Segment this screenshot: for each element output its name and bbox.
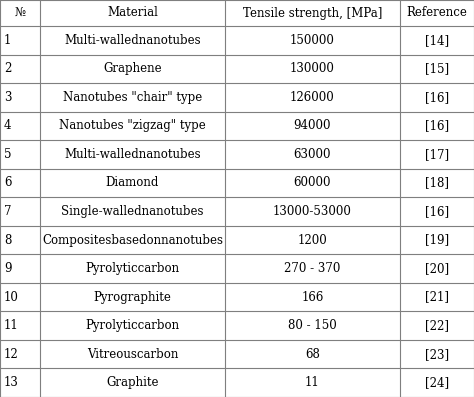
Text: 13000-53000: 13000-53000 (273, 205, 352, 218)
Text: 270 - 370: 270 - 370 (284, 262, 341, 275)
Text: Diamond: Diamond (106, 176, 159, 189)
Text: Nanotubes "chair" type: Nanotubes "chair" type (63, 91, 202, 104)
Text: Graphite: Graphite (106, 376, 159, 389)
Text: 1200: 1200 (298, 233, 328, 247)
Text: Multi-wallednanotubes: Multi-wallednanotubes (64, 34, 201, 47)
Text: [16]: [16] (425, 119, 449, 132)
Text: Compositesbasedonnanotubes: Compositesbasedonnanotubes (42, 233, 223, 247)
Text: [20]: [20] (425, 262, 449, 275)
Text: Pyrographite: Pyrographite (93, 291, 172, 304)
Text: 11: 11 (4, 319, 19, 332)
Text: 130000: 130000 (290, 62, 335, 75)
Text: 126000: 126000 (290, 91, 335, 104)
Text: 2: 2 (4, 62, 11, 75)
Text: [23]: [23] (425, 348, 449, 361)
Text: Pyrolyticcarbon: Pyrolyticcarbon (85, 319, 180, 332)
Text: №: № (14, 6, 26, 19)
Text: 5: 5 (4, 148, 11, 161)
Text: [18]: [18] (425, 176, 449, 189)
Text: [16]: [16] (425, 91, 449, 104)
Text: [15]: [15] (425, 62, 449, 75)
Text: Material: Material (107, 6, 158, 19)
Text: [17]: [17] (425, 148, 449, 161)
Text: 13: 13 (4, 376, 19, 389)
Text: Multi-wallednanotubes: Multi-wallednanotubes (64, 148, 201, 161)
Text: 4: 4 (4, 119, 11, 132)
Text: Tensile strength, [MPa]: Tensile strength, [MPa] (243, 6, 382, 19)
Text: 6: 6 (4, 176, 11, 189)
Text: 94000: 94000 (294, 119, 331, 132)
Text: Vitreouscarbon: Vitreouscarbon (87, 348, 178, 361)
Text: [16]: [16] (425, 205, 449, 218)
Text: 11: 11 (305, 376, 320, 389)
Text: 150000: 150000 (290, 34, 335, 47)
Text: Single-wallednanotubes: Single-wallednanotubes (61, 205, 204, 218)
Text: 63000: 63000 (294, 148, 331, 161)
Text: [22]: [22] (425, 319, 449, 332)
Text: [24]: [24] (425, 376, 449, 389)
Text: 3: 3 (4, 91, 11, 104)
Text: 10: 10 (4, 291, 19, 304)
Text: 1: 1 (4, 34, 11, 47)
Text: 68: 68 (305, 348, 320, 361)
Text: Pyrolyticcarbon: Pyrolyticcarbon (85, 262, 180, 275)
Text: 9: 9 (4, 262, 11, 275)
Text: 60000: 60000 (294, 176, 331, 189)
Text: Reference: Reference (407, 6, 467, 19)
Text: [21]: [21] (425, 291, 449, 304)
Text: 8: 8 (4, 233, 11, 247)
Text: 80 - 150: 80 - 150 (288, 319, 337, 332)
Text: Nanotubes "zigzag" type: Nanotubes "zigzag" type (59, 119, 206, 132)
Text: 12: 12 (4, 348, 19, 361)
Text: 166: 166 (301, 291, 324, 304)
Text: [14]: [14] (425, 34, 449, 47)
Text: 7: 7 (4, 205, 11, 218)
Text: Graphene: Graphene (103, 62, 162, 75)
Text: [19]: [19] (425, 233, 449, 247)
